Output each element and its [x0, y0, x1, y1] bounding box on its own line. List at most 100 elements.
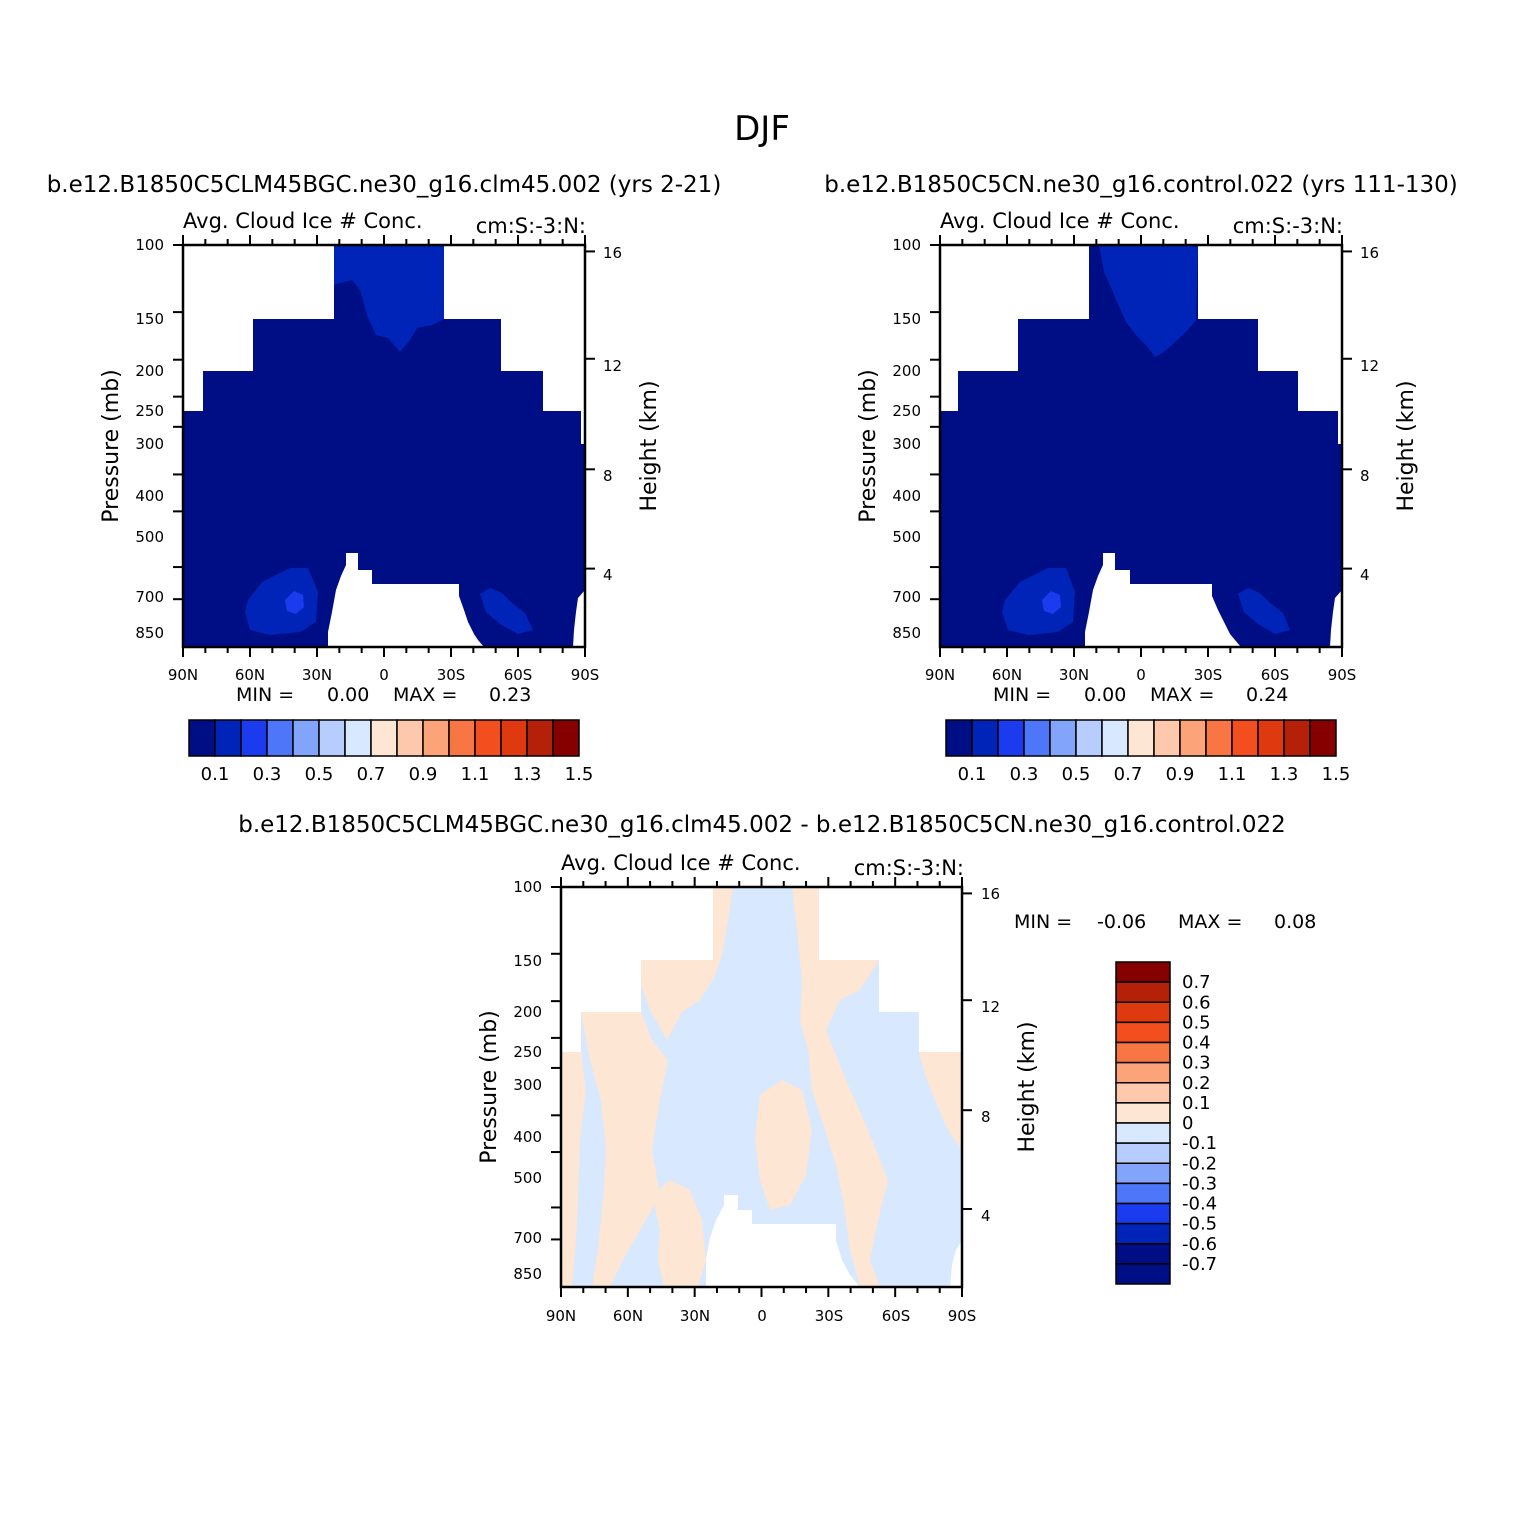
panel-diff-contours — [561, 887, 962, 1287]
colorbar-label: 0.6 — [1182, 992, 1211, 1013]
y-tick-label: 100 — [135, 236, 164, 254]
x-tick-label: 30S — [815, 1307, 844, 1325]
x-tick-label: 60S — [1261, 666, 1290, 684]
colorbar-label: 0.3 — [1010, 764, 1039, 785]
colorbar-swatch — [1115, 961, 1171, 983]
panel-a-region-low-left-core — [285, 591, 304, 614]
x-tick-label: 60S — [882, 1307, 911, 1325]
colorbar-label: 0.5 — [1182, 1012, 1211, 1033]
y2-tick-label: 4 — [1360, 566, 1370, 584]
panel-b-region-edge-missing — [1330, 590, 1342, 647]
y2-tick-label: 8 — [1360, 467, 1370, 485]
colorbar-swatch — [1309, 719, 1337, 757]
y-tick-label: 400 — [892, 487, 921, 505]
y-tick-label: 200 — [892, 362, 921, 380]
colorbar-label: 0.3 — [253, 764, 282, 785]
x-tick-label: 30N — [302, 666, 332, 684]
colorbar-swatch — [266, 719, 294, 757]
colorbar-swatch — [1283, 719, 1311, 757]
panel-a-ylabel: Pressure (mb) — [99, 369, 124, 523]
colorbar-swatch — [1179, 719, 1207, 757]
colorbar-swatch — [1115, 1243, 1171, 1265]
colorbar-swatch — [344, 719, 372, 757]
y-tick-label: 100 — [513, 878, 542, 896]
panel-a-min-value: 0.00 — [327, 684, 369, 706]
colorbar-label: -0.7 — [1182, 1254, 1217, 1275]
panel-diff-case-title: b.e12.B1850C5CLM45BGC.ne30_g16.clm45.002… — [238, 812, 1286, 838]
x-tick-label: 30S — [1194, 666, 1223, 684]
colorbar-label: 0.4 — [1182, 1033, 1211, 1054]
panel-diff-region-pos-center — [755, 1080, 812, 1210]
colorbar-swatch — [1115, 1082, 1171, 1104]
panel-b-units: cm:S:-3:N: — [1233, 214, 1343, 238]
panel-diff-ylabel: Pressure (mb) — [477, 1010, 502, 1164]
figure-title: DJF — [734, 109, 790, 149]
panel-diff-region-missing — [706, 1195, 860, 1287]
panel-diff-region-pos-lower-mid — [652, 1180, 706, 1287]
panel-a-units: cm:S:-3:N: — [476, 214, 586, 238]
panel-a-max-label: MAX = — [393, 684, 457, 706]
colorbar-swatch — [396, 719, 424, 757]
panel-b: b.e12.B1850C5CN.ne30_g16.control.022 (yr… — [824, 172, 1458, 785]
colorbar-swatch — [318, 719, 346, 757]
panel-a-case-title: b.e12.B1850C5CLM45BGC.ne30_g16.clm45.002… — [47, 172, 722, 198]
y-tick-label: 150 — [892, 310, 921, 328]
colorbar-swatch — [997, 719, 1025, 757]
colorbar-swatch — [1115, 1182, 1171, 1205]
panel-b-region-low-left-core — [1042, 591, 1061, 614]
y-tick-label: 700 — [892, 588, 921, 606]
colorbar-swatch — [1101, 719, 1129, 757]
panel-a-region-edge-missing — [573, 590, 585, 647]
colorbar-label: 0.1 — [201, 764, 230, 785]
colorbar-swatch — [971, 719, 999, 757]
panel-diff-units: cm:S:-3:N: — [854, 856, 964, 880]
colorbar-label: 0 — [1182, 1113, 1193, 1134]
colorbar-label: 1.1 — [1218, 764, 1247, 785]
colorbar-swatch — [1115, 1202, 1171, 1225]
panel-b-max-label: MAX = — [1150, 684, 1214, 706]
panel-b-region-base — [940, 245, 1342, 647]
y-tick-label: 500 — [513, 1169, 542, 1187]
colorbar-label: 1.5 — [565, 764, 594, 785]
colorbar-label: 0.7 — [1114, 764, 1143, 785]
colorbar-label: 1.3 — [1270, 764, 1299, 785]
panel-b-ylabel: Pressure (mb) — [856, 369, 881, 523]
x-tick-label: 60N — [992, 666, 1022, 684]
panel-diff-colorbar: 0.70.60.50.40.30.20.10-0.1-0.2-0.3-0.4-0… — [1115, 961, 1217, 1285]
colorbar-swatch — [292, 719, 320, 757]
panel-diff-min-value: -0.06 — [1097, 911, 1146, 933]
panel-a-region-low-left — [245, 568, 318, 635]
colorbar-swatch — [1023, 719, 1051, 757]
panel-b-region-missing — [1085, 553, 1241, 647]
y-tick-label: 700 — [135, 588, 164, 606]
colorbar-label: -0.6 — [1182, 1234, 1217, 1255]
panel-diff-region-pos-left-top — [641, 887, 733, 1040]
y2-tick-label: 12 — [603, 357, 622, 375]
panel-a-max-value: 0.23 — [489, 684, 531, 706]
colorbar-swatch — [240, 719, 268, 757]
colorbar-label: 1.5 — [1322, 764, 1351, 785]
colorbar-swatch — [1115, 1122, 1171, 1144]
y-tick-label: 500 — [892, 528, 921, 546]
y-tick-label: 200 — [513, 1003, 542, 1021]
y2-tick-label: 12 — [1360, 357, 1379, 375]
panel-a-y2-tick-labels: 16 12 8 4 — [603, 244, 622, 584]
colorbar-swatch — [1115, 1162, 1171, 1185]
colorbar-label: -0.2 — [1182, 1153, 1217, 1174]
panel-a-colorbar: 0.1 0.3 0.5 0.7 0.9 1.1 1.3 1.5 — [188, 719, 594, 785]
panel-b-case-title: b.e12.B1850C5CN.ne30_g16.control.022 (yr… — [824, 172, 1458, 198]
colorbar-label: 0.1 — [958, 764, 987, 785]
y-tick-label: 700 — [513, 1229, 542, 1247]
colorbar-swatch — [1049, 719, 1077, 757]
x-tick-label: 30N — [680, 1307, 710, 1325]
colorbar-swatch — [214, 719, 242, 757]
colorbar-label: 0.5 — [305, 764, 334, 785]
panel-a-y-tick-labels: 100 150 200 250 300 400 500 700 850 — [135, 236, 164, 642]
colorbar-swatch — [945, 719, 973, 757]
panel-a-contours — [183, 245, 585, 647]
x-tick-label: 90S — [948, 1307, 977, 1325]
panel-a-variable: Avg. Cloud Ice # Conc. — [183, 209, 423, 233]
panel-a-region-low-right — [480, 588, 533, 634]
x-tick-label: 60N — [613, 1307, 643, 1325]
